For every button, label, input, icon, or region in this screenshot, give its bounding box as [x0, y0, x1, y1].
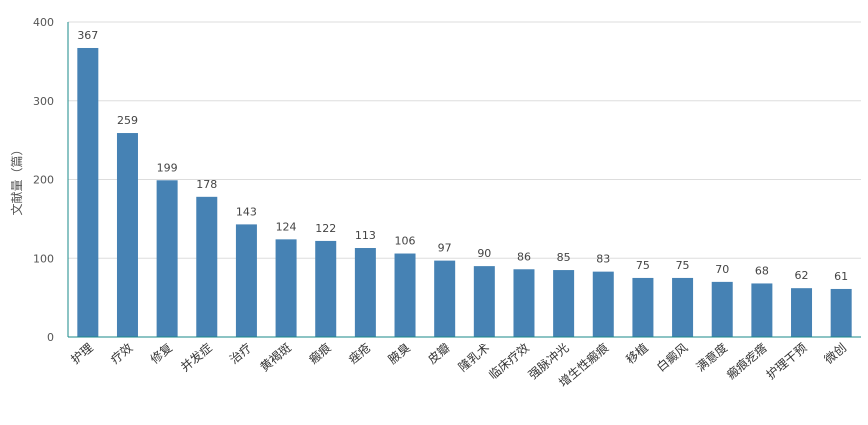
data-label: 68: [755, 264, 769, 277]
data-label: 75: [676, 259, 690, 272]
bar: [830, 288, 852, 337]
x-tick-label: 护理干预: [764, 341, 810, 383]
bar: [672, 277, 694, 337]
x-tick-label: 隆乳术: [455, 340, 492, 375]
data-label: 124: [276, 220, 297, 233]
x-tick-label: 瘢痕: [306, 340, 334, 367]
x-tick-label: 修复: [147, 340, 175, 367]
data-label: 62: [795, 269, 809, 282]
x-tick-label: 临床疗效: [485, 340, 531, 382]
x-tick-label: 并发症: [177, 340, 214, 375]
data-label: 122: [315, 222, 336, 235]
data-label: 97: [438, 242, 452, 255]
x-tick-label: 瘢痕疙瘩: [723, 340, 769, 382]
data-label: 113: [355, 229, 376, 242]
bar: [156, 180, 178, 337]
data-label: 83: [596, 253, 610, 266]
data-label: 178: [196, 178, 217, 191]
bars: [77, 47, 852, 338]
y-tick-label: 0: [47, 331, 54, 344]
x-tick-label: 黄褐斑: [257, 340, 294, 375]
bar: [473, 266, 495, 337]
data-label: 85: [557, 251, 571, 264]
x-tick-label: 腋臭: [385, 340, 413, 367]
bar: [632, 277, 654, 337]
bar: [434, 260, 456, 337]
bar: [394, 253, 416, 337]
y-tick-label: 200: [33, 174, 54, 187]
bar: [235, 224, 257, 337]
data-label: 61: [834, 270, 848, 283]
bar: [116, 133, 138, 337]
bar: [711, 281, 733, 337]
x-tick-label: 皮瓣: [425, 341, 452, 367]
data-label: 367: [77, 29, 98, 42]
bar: [275, 239, 297, 337]
y-tick-label: 300: [33, 95, 54, 108]
x-tick-label: 治疗: [227, 341, 254, 367]
x-tick-label: 微创: [822, 341, 849, 367]
bar: [791, 288, 813, 337]
x-tick-label: 护理: [68, 341, 95, 367]
grid-lines: [68, 21, 861, 259]
data-labels: 367 259 199 178 143 124 122 113 106 97 90 86 85 83 75 7…: [77, 29, 848, 283]
bar: [751, 283, 773, 337]
bar: [354, 248, 376, 337]
x-tick-label: 白癜风: [653, 340, 690, 375]
bar: [592, 271, 614, 337]
bar: [513, 269, 535, 337]
x-tick-label: 移植: [623, 340, 651, 367]
bar: [196, 196, 218, 337]
data-label: 199: [157, 161, 178, 174]
data-label: 106: [395, 235, 416, 248]
y-tick-label: 400: [33, 16, 54, 29]
data-label: 86: [517, 250, 531, 263]
y-axis-title: 文献量（篇）: [9, 143, 24, 215]
x-tick-label: 满意度: [693, 340, 730, 375]
data-label: 259: [117, 114, 138, 127]
data-label: 90: [477, 247, 491, 260]
y-tick-label: 100: [33, 252, 54, 265]
bar: [315, 240, 337, 337]
bar: [553, 270, 575, 337]
x-tick-label: 疗效: [107, 340, 135, 367]
bar: [77, 47, 99, 338]
data-label: 143: [236, 205, 257, 218]
x-tick-label: 痤疮: [345, 340, 373, 367]
data-label: 70: [715, 263, 729, 276]
y-axis-ticks: 0 100 200 300 400: [33, 16, 54, 344]
data-label: 75: [636, 259, 650, 272]
